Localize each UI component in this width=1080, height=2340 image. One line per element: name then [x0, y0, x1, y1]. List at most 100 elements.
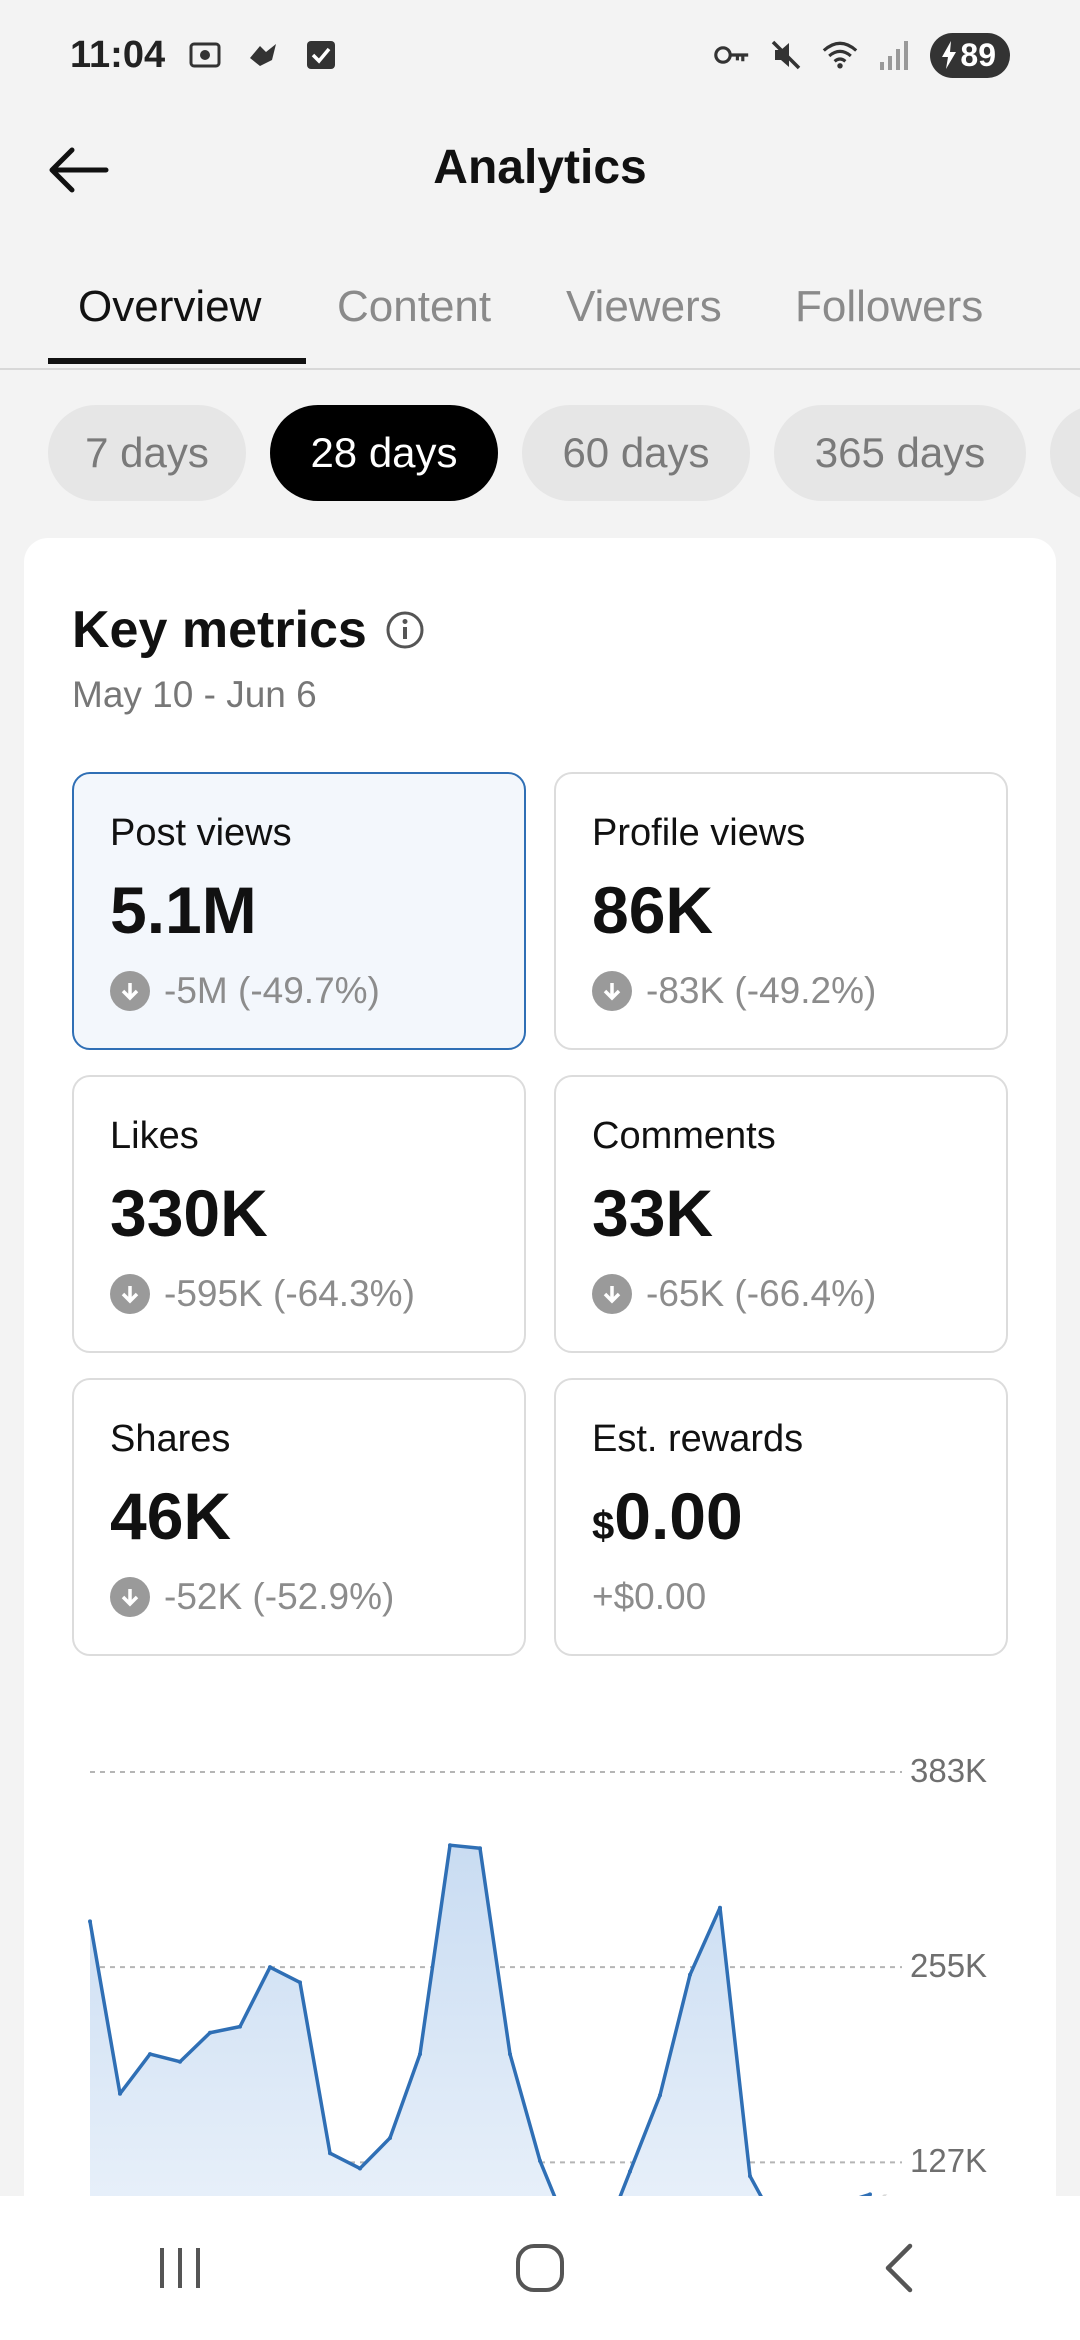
metric-comments[interactable]: Comments 33K -65K (-66.4%) — [554, 1075, 1008, 1353]
chart-y-tick-label: 127K — [910, 2142, 988, 2180]
chart-point — [868, 2192, 872, 2197]
info-icon[interactable] — [385, 610, 425, 650]
chip-more[interactable] — [1050, 405, 1080, 501]
period-selector: 7 days 28 days 60 days 365 days — [0, 405, 1080, 501]
metric-likes[interactable]: Likes 330K -595K (-64.3%) — [72, 1075, 526, 1353]
nav-back-button[interactable] — [840, 2228, 960, 2308]
metric-label: Comments — [592, 1115, 776, 1157]
chip-7-days[interactable]: 7 days — [48, 405, 246, 501]
metric-change-text: -52K (-52.9%) — [164, 1576, 395, 1617]
metric-label: Profile views — [592, 812, 806, 854]
chip-28-days[interactable]: 28 days — [270, 405, 498, 501]
page-title: Analytics — [433, 141, 647, 194]
mute-icon — [768, 37, 804, 73]
metric-shares[interactable]: Shares 46K -52K (-52.9%) — [72, 1378, 526, 1656]
chart-point — [448, 1843, 452, 1848]
metric-change: +$0.00 — [592, 1576, 706, 1618]
header: Analytics — [0, 110, 1080, 230]
chart-point — [148, 2052, 152, 2057]
tab-viewers[interactable]: Viewers — [566, 282, 722, 331]
metric-value: 33K — [592, 1176, 714, 1250]
vpn-key-icon — [714, 37, 750, 73]
battery-level: 89 — [960, 36, 996, 73]
checkbox-icon — [303, 37, 339, 73]
key-metrics-card: Key metrics May 10 - Jun 6 Post views 5.… — [24, 538, 1056, 2340]
status-time: 11:04 — [70, 33, 166, 76]
chart-point — [628, 2169, 632, 2174]
home-button[interactable] — [480, 2228, 600, 2308]
chart-y-tick-label: 255K — [910, 1947, 988, 1985]
status-bar: 11:04 89 — [0, 0, 1080, 110]
key-metrics-heading: Key metrics — [72, 600, 425, 660]
chart-y-tick-label: 383K — [910, 1752, 988, 1789]
metric-change-text: -5M (-49.7%) — [164, 970, 380, 1011]
metric-value: 330K — [110, 1176, 268, 1250]
chart-point — [208, 2030, 212, 2035]
arrow-down-circle-icon — [110, 1577, 150, 1617]
metric-change: -83K (-49.2%) — [592, 970, 876, 1012]
arrow-down-circle-icon — [110, 971, 150, 1011]
metric-post-views[interactable]: Post views 5.1M -5M (-49.7%) — [72, 772, 526, 1050]
metric-value: 46K — [110, 1479, 232, 1553]
metric-label: Shares — [110, 1418, 231, 1460]
home-icon — [516, 2244, 564, 2292]
metric-change-text: -595K (-64.3%) — [164, 1273, 415, 1314]
system-nav-bar — [0, 2196, 1080, 2340]
chart-point — [688, 1972, 692, 1977]
arrow-down-circle-icon — [110, 1274, 150, 1314]
metric-value-amount: 0.00 — [614, 1479, 743, 1553]
key-metrics-title: Key metrics — [72, 601, 367, 659]
currency-symbol: $ — [592, 1504, 615, 1548]
battery-indicator: 89 — [930, 32, 1010, 78]
metric-profile-views[interactable]: Profile views 86K -83K (-49.2%) — [554, 772, 1008, 1050]
chart-point — [418, 2052, 422, 2057]
recent-apps-icon — [160, 2248, 200, 2288]
chart-point — [178, 2059, 182, 2064]
recent-apps-button[interactable] — [120, 2228, 240, 2308]
date-range: May 10 - Jun 6 — [72, 674, 317, 715]
metric-change: -5M (-49.7%) — [110, 970, 380, 1012]
chart-point — [538, 2158, 542, 2163]
chart-point — [748, 2174, 752, 2179]
metric-change-text: +$0.00 — [592, 1576, 707, 1617]
charging-icon — [942, 41, 957, 69]
chart-point — [328, 2151, 332, 2156]
chart-point — [118, 2091, 122, 2096]
arrow-down-circle-icon — [592, 1274, 632, 1314]
active-tab-indicator — [48, 358, 306, 364]
metric-change: -52K (-52.9%) — [110, 1576, 394, 1618]
metric-change-text: -83K (-49.2%) — [646, 970, 877, 1011]
chart-point — [88, 1919, 92, 1924]
bird-icon — [245, 37, 281, 73]
chart-point — [478, 1846, 482, 1851]
back-button[interactable] — [46, 140, 116, 200]
metric-label: Est. rewards — [592, 1418, 804, 1460]
chart-point — [658, 2093, 662, 2098]
chip-60-days[interactable]: 60 days — [522, 405, 750, 501]
chart-point — [718, 1905, 722, 1910]
metric-label: Likes — [110, 1115, 199, 1157]
chart-point — [298, 1980, 302, 1985]
wifi-icon — [822, 37, 858, 73]
chart-point — [388, 2135, 392, 2140]
tabs-fade — [1000, 260, 1080, 368]
chip-365-days[interactable]: 365 days — [774, 405, 1026, 501]
arrow-left-icon — [49, 147, 109, 193]
signal-icon — [876, 37, 912, 73]
chart-point — [358, 2166, 362, 2171]
metric-value: 5.1M — [110, 873, 257, 947]
tab-overview[interactable]: Overview — [78, 282, 262, 331]
metric-change: -595K (-64.3%) — [110, 1273, 415, 1315]
metric-est-rewards[interactable]: Est. rewards $0.00 +$0.00 — [554, 1378, 1008, 1656]
tab-followers[interactable]: Followers — [795, 282, 984, 331]
back-icon — [885, 2243, 913, 2293]
metric-change-text: -65K (-66.4%) — [646, 1273, 877, 1314]
chart-point — [238, 2024, 242, 2029]
chart-point — [268, 1965, 272, 1970]
tab-content[interactable]: Content — [337, 282, 492, 331]
screenshot-icon — [187, 37, 223, 73]
metric-change: -65K (-66.4%) — [592, 1273, 876, 1315]
metric-value: $0.00 — [592, 1478, 743, 1554]
tab-bar: Overview Content Viewers Followers L — [0, 260, 1080, 370]
arrow-down-circle-icon — [592, 971, 632, 1011]
